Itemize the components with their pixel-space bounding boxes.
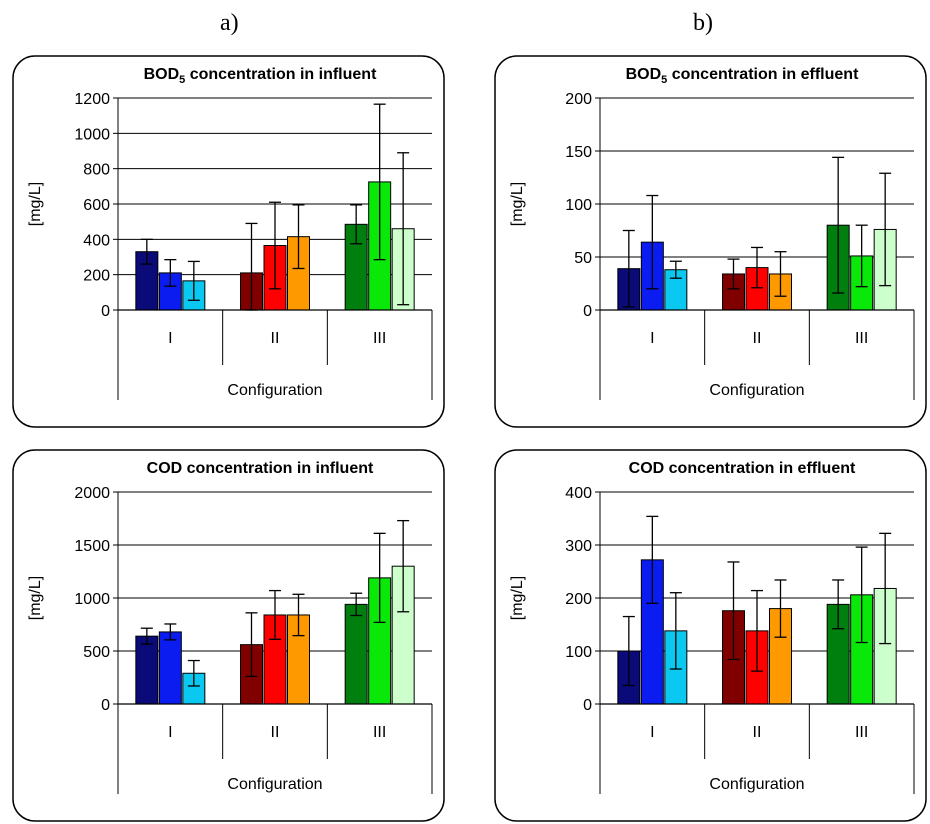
category-label: I [168,724,172,741]
y-tick-label: 2000 [74,485,110,502]
bar [135,635,159,705]
y-tick-label: 500 [83,644,110,661]
x-axis-label: Configuration [227,776,322,793]
x-axis-label: Configuration [709,382,804,399]
y-tick-label: 600 [83,197,110,214]
chart-title: BOD5 concentration in influent [144,66,377,86]
y-tick-label: 400 [565,485,592,502]
bar [344,603,368,705]
chart-title-main: COD concentration in effluent [629,460,856,477]
y-tick-label: 200 [83,268,110,285]
chart-svg: BOD5 concentration in effluent 0 50 100 150 2… [494,55,927,428]
y-tick-label: 0 [101,303,110,320]
category-label: I [168,330,172,347]
chart-title: COD concentration in effluent [629,460,856,477]
x-axis-label: Configuration [709,776,804,793]
y-tick-label: 0 [583,303,592,320]
category-label: I [650,724,654,741]
chart-svg: COD concentration in effluent 0 100 200 300 4… [494,449,927,822]
chart-svg: BOD5 concentration in influent 0 200 400 600… [12,55,445,428]
y-axis-label: [mg/L] [509,182,526,226]
y-tick-label: 150 [565,144,592,161]
y-tick-label: 1000 [74,126,110,143]
y-axis-label: [mg/L] [509,576,526,620]
bod-effluent-chart: BOD5 concentration in effluent 0 50 100 150 2… [494,55,929,430]
category-label: III [855,330,868,347]
cod-effluent-chart: COD concentration in effluent 0 100 200 300 4… [494,449,929,824]
y-axis-label: [mg/L] [27,576,44,620]
panel-label-b: b) [693,10,713,36]
x-axis-label: Configuration [227,382,322,399]
chart-title-main: COD concentration in influent [147,460,374,477]
category-label: III [373,724,386,741]
bar [158,631,182,705]
category-label: I [650,330,654,347]
y-tick-label: 200 [565,591,592,608]
y-tick-label: 100 [565,197,592,214]
y-tick-label: 400 [83,232,110,249]
chart-title-subscript: 5 [661,74,667,86]
y-tick-label: 0 [583,697,592,714]
chart-title: BOD5 concentration in effluent [626,66,859,86]
category-label: III [373,330,386,347]
y-tick-label: 300 [565,538,592,555]
category-label: II [753,330,762,347]
chart-frame [12,55,445,428]
cod-influent-chart: COD concentration in influent 0 500 1000 150… [12,449,447,824]
chart-title-rest: concentration in effluent [667,66,859,83]
y-tick-label: 1500 [74,538,110,555]
category-label: II [271,330,280,347]
chart-title-rest: concentration in influent [185,66,377,83]
chart-svg: COD concentration in influent 0 500 1000 150… [12,449,445,822]
chart-title-subscript: 5 [179,74,185,86]
y-tick-label: 1200 [74,91,110,108]
category-label: II [271,724,280,741]
panel-label-a: a) [220,10,239,36]
y-tick-label: 1000 [74,591,110,608]
category-label: III [855,724,868,741]
category-label: II [753,724,762,741]
chart-title-main: BOD [626,66,662,83]
chart-title-main: BOD [144,66,180,83]
chart-frame [494,55,927,428]
y-tick-label: 200 [565,91,592,108]
y-tick-label: 50 [574,250,592,267]
y-tick-label: 100 [565,644,592,661]
y-tick-label: 0 [101,697,110,714]
chart-title: COD concentration in influent [147,460,374,477]
y-axis-label: [mg/L] [27,182,44,226]
y-tick-label: 800 [83,162,110,179]
bod-influent-chart: BOD5 concentration in influent 0 200 400 600… [12,55,447,430]
